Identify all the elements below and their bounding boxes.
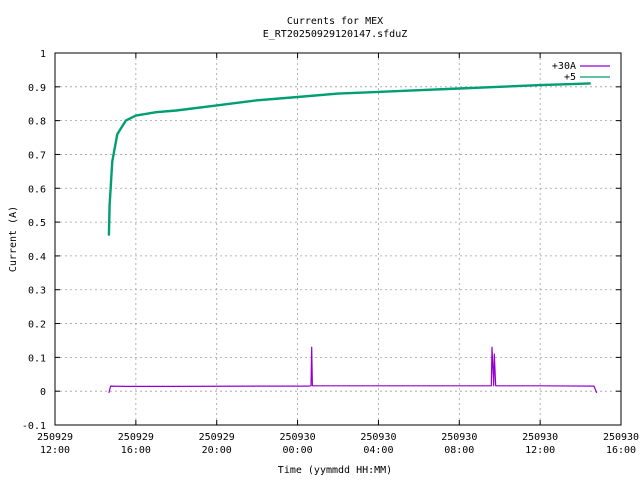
- axis-ticks: -0.1 0 0.1 0.2 0.3 0.4 0.5 0.6 0.7 0.8 0.9 1 250929 1…: [22, 49, 639, 456]
- chart-subtitle: E_RT20250929120147.sfduZ: [263, 29, 408, 40]
- x-tick-label-date: 250929: [37, 432, 73, 443]
- legend-label: +5: [564, 72, 576, 83]
- x-tick-label-date: 250929: [199, 432, 235, 443]
- x-tick-label-time: 16:00: [606, 445, 636, 456]
- x-tick-label-date: 250929: [118, 432, 154, 443]
- legend-label: +30A: [552, 61, 576, 72]
- x-tick-label-time: 16:00: [121, 445, 151, 456]
- legend: +30A+5: [552, 61, 610, 83]
- y-tick-label: 0: [40, 387, 46, 398]
- y-tick-label: 0.1: [28, 353, 46, 364]
- x-tick-label-date: 250930: [360, 432, 396, 443]
- plot-frame: [54, 52, 622, 426]
- chart-title: Currents for MEX: [287, 16, 383, 27]
- x-tick-label-time: 20:00: [202, 445, 232, 456]
- x-axis-label: Time (yymmdd HH:MM): [278, 465, 392, 476]
- x-tick-label-date: 250930: [280, 432, 316, 443]
- y-tick-label: 0.2: [28, 320, 46, 331]
- series-lines: [107, 82, 598, 394]
- y-tick-label: -0.1: [22, 421, 46, 432]
- y-tick-label: 0.3: [28, 286, 46, 297]
- x-tick-label-time: 00:00: [283, 445, 313, 456]
- series-line-1: [108, 346, 598, 394]
- y-tick-label: 0.7: [28, 150, 46, 161]
- x-tick-label-date: 250930: [522, 432, 558, 443]
- series-line-2: [107, 82, 591, 236]
- y-tick-label: 0.8: [28, 117, 46, 128]
- grid: [55, 53, 621, 425]
- x-tick-label-time: 12:00: [525, 445, 555, 456]
- x-tick-label-time: 12:00: [40, 445, 70, 456]
- y-tick-label: 1: [40, 49, 46, 60]
- y-tick-label: 0.4: [28, 252, 46, 263]
- x-tick-label-date: 250930: [603, 432, 639, 443]
- x-tick-label-time: 04:00: [363, 445, 393, 456]
- y-tick-label: 0.5: [28, 218, 46, 229]
- x-tick-label-time: 08:00: [444, 445, 474, 456]
- y-tick-label: 0.9: [28, 83, 46, 94]
- x-tick-label-date: 250930: [441, 432, 477, 443]
- y-axis-label: Current (A): [8, 206, 19, 272]
- y-tick-label: 0.6: [28, 184, 46, 195]
